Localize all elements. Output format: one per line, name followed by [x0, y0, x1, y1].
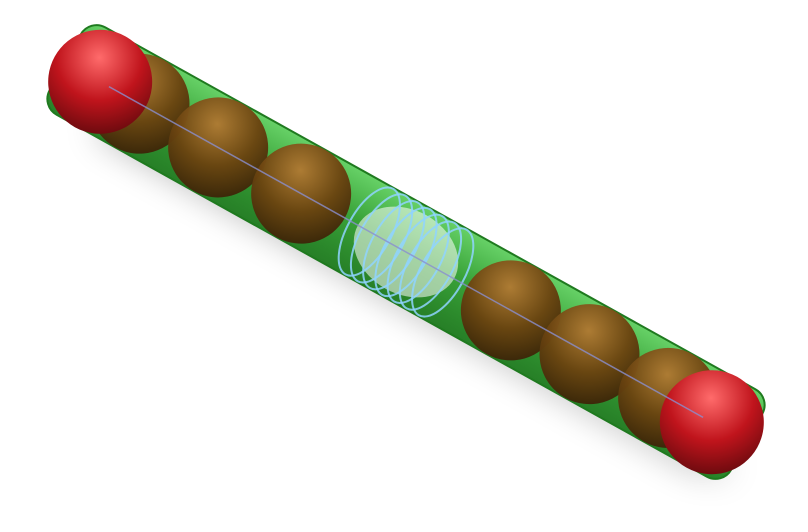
axis-line	[109, 87, 703, 418]
